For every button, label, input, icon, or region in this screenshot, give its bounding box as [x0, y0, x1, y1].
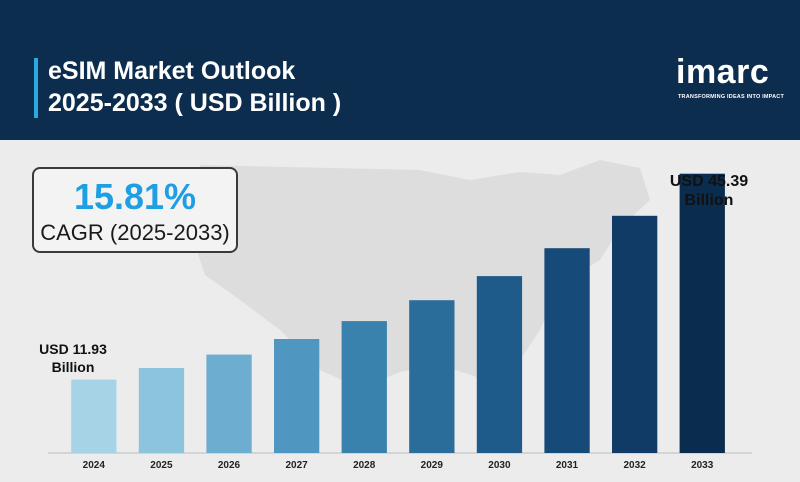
bar-2024: [71, 379, 117, 453]
page-title-line2: 2025-2033 ( USD Billion ): [48, 89, 342, 117]
page-title-line1: eSIM Market Outlook: [48, 57, 296, 85]
x-tick-label: 2029: [421, 460, 444, 471]
x-tick-label: 2032: [623, 460, 646, 471]
end-value-annotation: USD 45.39 Billion: [656, 172, 762, 210]
bar-2033: [679, 173, 725, 453]
logo-name: imarc: [676, 53, 770, 91]
end-value-line1: USD 45.39: [669, 173, 749, 190]
logo-tagline: TRANSFORMING IDEAS INTO IMPACT: [678, 94, 785, 100]
bar-2025: [138, 368, 185, 453]
bar-2026: [206, 354, 252, 453]
start-value-line2: Billion: [51, 359, 95, 375]
x-tick-label: 2027: [285, 460, 308, 471]
bar-2030: [476, 276, 523, 453]
bar-2028: [341, 321, 387, 453]
x-tick-label: 2030: [488, 460, 511, 471]
x-tick-label: 2033: [691, 460, 714, 471]
header-banner: eSIM Market Outlook 2025-2033 ( USD Bill…: [0, 0, 800, 140]
start-value-line1: USD 11.93: [39, 341, 107, 357]
x-tick-label: 2028: [353, 460, 376, 471]
cagr-box: 15.81% CAGR (2025-2033): [32, 167, 238, 253]
start-value-annotation: USD 11.93 Billion: [28, 340, 118, 376]
cagr-label: CAGR (2025-2033): [40, 220, 230, 245]
end-value-line2: Billion: [684, 192, 734, 209]
bar-2027: [274, 339, 320, 453]
x-tick-label: 2024: [83, 460, 106, 471]
x-tick-label: 2031: [556, 460, 579, 471]
x-tick-label: 2025: [150, 460, 173, 471]
bar-2031: [544, 248, 590, 453]
title-accent-bar: [34, 58, 38, 118]
bar-2032: [612, 215, 658, 453]
cagr-value: 15.81%: [73, 176, 197, 217]
imarc-logo: imarc TRANSFORMING IDEAS INTO IMPACT: [676, 52, 786, 112]
bar-2029: [409, 300, 455, 453]
usa-map-silhouette: [190, 160, 650, 388]
x-tick-label: 2026: [218, 460, 241, 471]
